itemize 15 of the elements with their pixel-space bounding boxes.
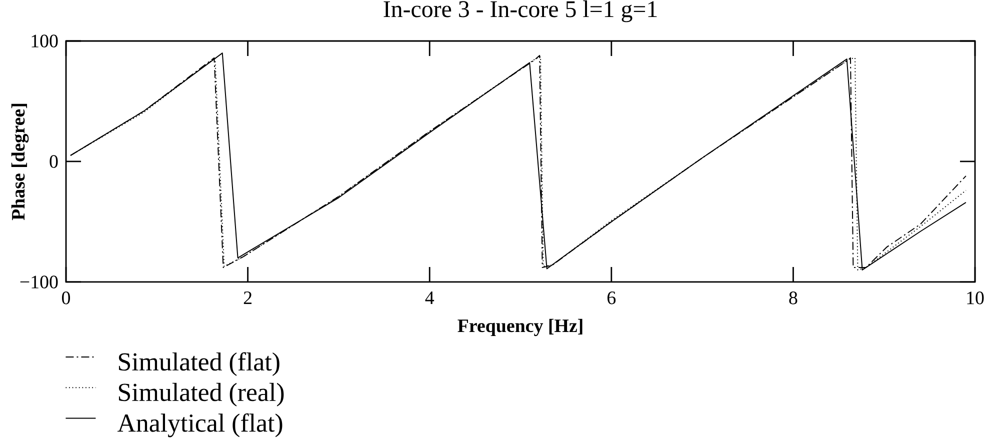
y-axis-title: Phase [degree] bbox=[11, 104, 29, 220]
chart-title: In-core 3 - In-core 5 l=1 g=1 bbox=[384, 0, 657, 22]
x-tick-label: 0 bbox=[62, 292, 70, 304]
x-tick-label: 6 bbox=[607, 292, 616, 304]
x-axis-title: Frequency [Hz] bbox=[458, 318, 582, 336]
y-tick-label: 100 bbox=[32, 34, 58, 48]
x-tick-label: 10 bbox=[967, 292, 984, 304]
legend-label: Simulated (flat) bbox=[118, 352, 280, 376]
y-tick-label: 0 bbox=[50, 155, 58, 168]
legend-label: Analytical (flat) bbox=[117, 413, 282, 438]
x-tick-label: 8 bbox=[789, 292, 798, 304]
legend-label: Simulated (real) bbox=[118, 382, 284, 406]
x-tick-label: 2 bbox=[244, 292, 252, 304]
y-tick-label: −100 bbox=[20, 276, 58, 288]
x-tick-label: 4 bbox=[425, 292, 434, 304]
